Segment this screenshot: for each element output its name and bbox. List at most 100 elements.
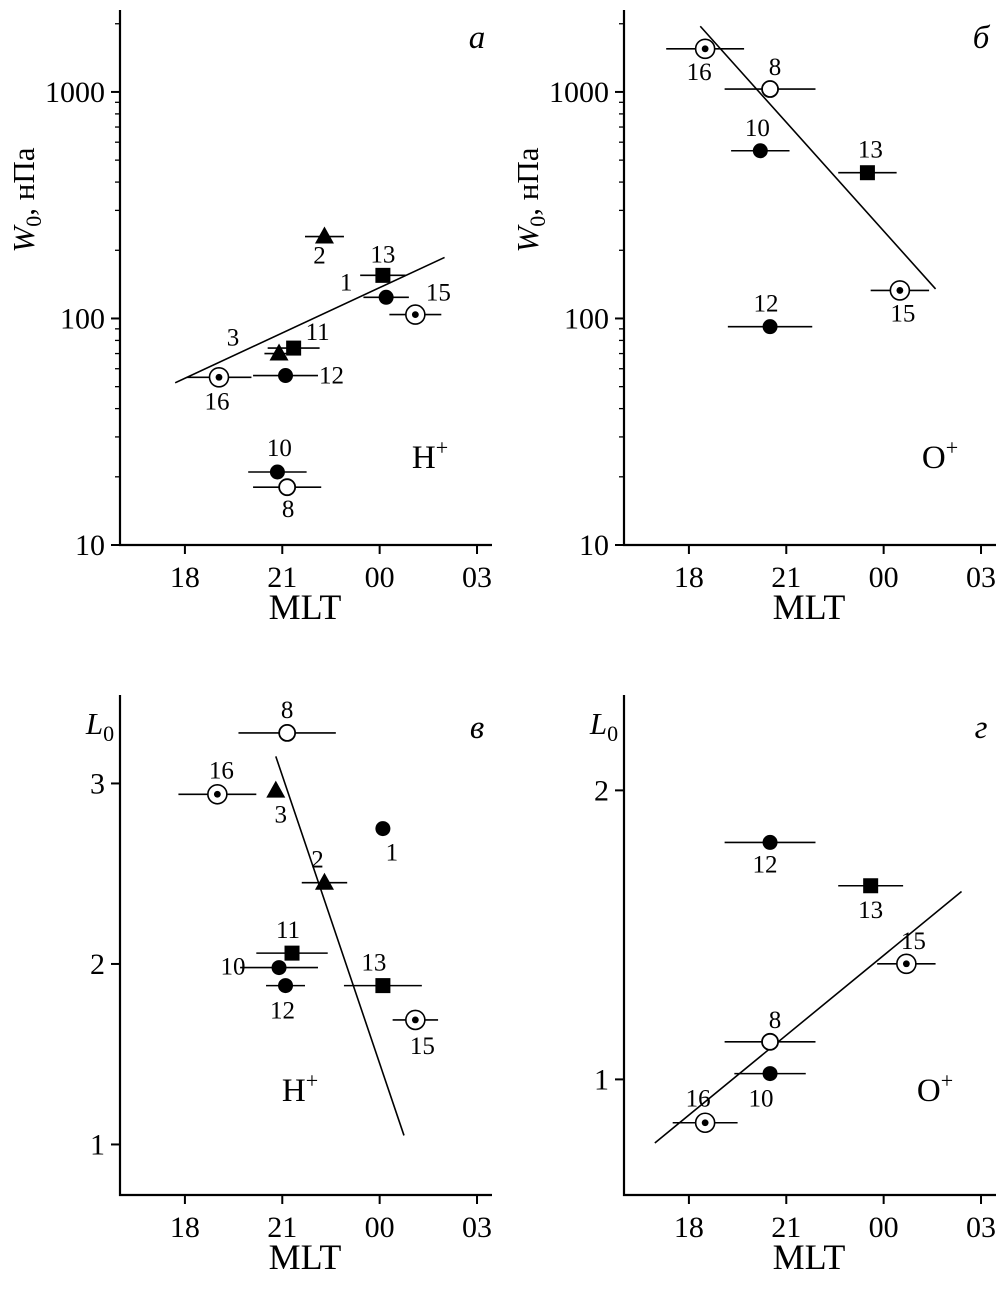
trend-line: [654, 890, 963, 1144]
data-point-12: 12: [253, 363, 344, 390]
filled-triangle-marker: [269, 343, 289, 361]
trend-line: [174, 256, 445, 384]
data-point-8: 8: [724, 54, 816, 98]
circled-dot-center: [411, 311, 419, 319]
point-label-16: 16: [204, 388, 229, 415]
species-label: O+: [917, 1068, 953, 1109]
filled-circle-marker: [278, 368, 294, 384]
y-label-variable: W: [510, 224, 545, 253]
point-label-1: 1: [340, 269, 353, 296]
point-label-8: 8: [281, 697, 294, 724]
data-point-12: 12: [727, 291, 813, 335]
data-point-16: 16: [178, 757, 257, 805]
data-point-13: 13: [343, 950, 422, 994]
data-point-12: 12: [266, 978, 305, 1025]
axes-spines: [118, 10, 492, 547]
x-tick-label: 18: [674, 1211, 704, 1244]
data-point-2: 2: [301, 847, 348, 890]
open-circle-marker: [278, 478, 297, 497]
circled-dot-center: [411, 1016, 419, 1024]
point-label-2: 2: [313, 243, 326, 270]
point-label-11: 11: [306, 319, 330, 346]
x-axis-label: MLT: [773, 1237, 846, 1277]
species-label: H+: [282, 1068, 318, 1109]
axes-spines: [622, 695, 996, 1197]
filled-square-marker: [375, 267, 391, 283]
trend-line: [699, 25, 937, 290]
point-label-1: 1: [386, 840, 399, 867]
data-point-16: 16: [186, 366, 252, 415]
point-label-16: 16: [209, 757, 234, 784]
data-point-10: 10: [221, 954, 318, 981]
circled-dot-center: [701, 45, 709, 53]
point-label-15: 15: [890, 300, 915, 327]
y-label-variable: L: [589, 706, 607, 741]
point-label-10: 10: [749, 1086, 774, 1113]
filled-square-marker: [286, 340, 302, 356]
data-point-13: 13: [838, 137, 897, 181]
panel-letter: а: [469, 20, 486, 56]
point-label-10: 10: [745, 115, 770, 142]
species-base: O: [917, 1073, 941, 1109]
circled-dot-center: [213, 790, 221, 798]
circled-dot-center: [902, 960, 910, 968]
filled-circle-marker: [269, 464, 285, 480]
x-tick-label: 00: [869, 1211, 899, 1244]
point-label-13: 13: [858, 897, 883, 924]
y-tick-label: 10: [579, 529, 609, 562]
filled-circle-marker: [378, 289, 394, 305]
x-tick-label: 21: [267, 561, 297, 594]
x-tick-label: 03: [966, 1211, 996, 1244]
y-tick-label: 3: [90, 767, 105, 800]
y-label-subscript: 0: [607, 721, 618, 746]
data-point-15: 15: [877, 928, 936, 975]
y-axis-label: W0, нПа: [510, 147, 550, 252]
panel-top-left-h-plus-w0: 18 21 00 03 10 100 1000 2 13 1 15 3 11 12 16 10 8 MLT W0, …: [6, 10, 492, 627]
panel-top-right-o-plus-w0: 18 21 00 03 10 100 1000 16 8 10 13 12 15 MLT W0, нПа б O…: [510, 10, 996, 627]
data-point-15: 15: [389, 280, 451, 325]
point-label-15: 15: [426, 280, 451, 307]
species-superscript: +: [941, 1068, 953, 1093]
trend-line: [275, 756, 405, 1136]
data-point-2: 2: [305, 226, 344, 270]
y-tick-label: 100: [564, 302, 609, 335]
filled-circle-marker: [762, 1066, 778, 1082]
point-label-10: 10: [221, 954, 246, 981]
y-axis-label: W0, нПа: [6, 147, 46, 252]
filled-circle-marker: [762, 319, 778, 335]
circled-dot-center: [896, 287, 904, 294]
x-tick-label: 18: [170, 561, 200, 594]
data-point-1: 1: [340, 269, 409, 305]
filled-square-marker: [284, 945, 300, 961]
x-tick-label: 21: [267, 1211, 297, 1244]
panel-letter: г: [975, 710, 988, 746]
open-circle-marker: [761, 80, 779, 98]
x-axis-label: MLT: [773, 587, 846, 627]
data-point-15: 15: [870, 280, 930, 327]
point-label-8: 8: [769, 1007, 782, 1034]
point-label-13: 13: [370, 241, 395, 268]
point-label-12: 12: [754, 291, 779, 318]
filled-triangle-marker: [314, 872, 334, 890]
x-tick-label: 21: [771, 1211, 801, 1244]
point-label-8: 8: [282, 496, 295, 523]
filled-circle-marker: [752, 143, 768, 159]
point-label-15: 15: [901, 928, 926, 955]
species-superscript: +: [436, 435, 448, 460]
filled-circle-marker: [375, 821, 391, 837]
species-label: H+: [412, 435, 448, 476]
x-axis-label: MLT: [269, 1237, 342, 1277]
data-point-1: 1: [375, 821, 398, 867]
point-label-12: 12: [270, 998, 295, 1025]
panel-letter: б: [973, 20, 991, 56]
y-tick-label: 1000: [45, 76, 105, 109]
point-label-15: 15: [410, 1033, 435, 1060]
x-tick-label: 03: [966, 561, 996, 594]
y-tick-label: 1: [594, 1063, 609, 1096]
filled-square-marker: [863, 878, 879, 894]
filled-square-marker: [859, 165, 875, 181]
x-tick-label: 18: [674, 561, 704, 594]
data-point-10: 10: [731, 115, 790, 159]
